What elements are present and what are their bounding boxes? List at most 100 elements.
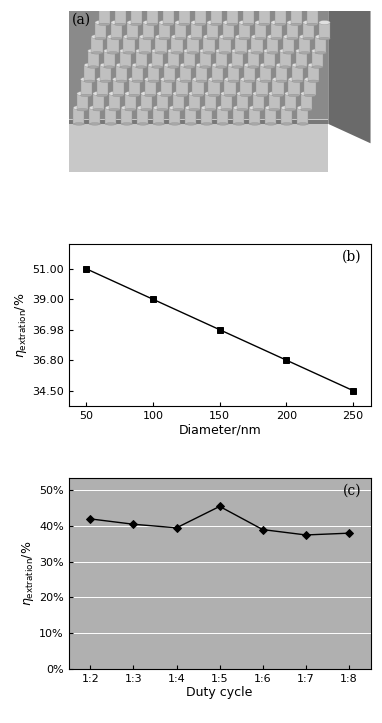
Ellipse shape (210, 7, 222, 10)
Ellipse shape (212, 80, 223, 82)
Ellipse shape (249, 123, 261, 125)
Bar (212, 65, 223, 81)
Ellipse shape (299, 35, 311, 39)
Ellipse shape (205, 91, 216, 95)
Ellipse shape (179, 7, 190, 10)
Ellipse shape (276, 63, 287, 67)
Ellipse shape (115, 23, 126, 26)
Bar (292, 65, 303, 81)
Ellipse shape (109, 91, 120, 95)
Bar (193, 80, 204, 95)
Ellipse shape (148, 80, 159, 82)
Ellipse shape (248, 66, 259, 68)
Ellipse shape (265, 106, 277, 110)
Ellipse shape (225, 94, 236, 97)
Ellipse shape (264, 66, 275, 68)
Bar (296, 51, 307, 67)
Ellipse shape (241, 77, 252, 82)
Ellipse shape (259, 7, 270, 10)
Ellipse shape (203, 51, 215, 54)
Ellipse shape (128, 77, 140, 82)
Bar (131, 8, 142, 25)
Bar (169, 108, 180, 124)
Ellipse shape (312, 49, 323, 53)
Ellipse shape (164, 80, 175, 82)
Bar (153, 108, 164, 124)
Ellipse shape (111, 20, 122, 25)
Ellipse shape (200, 49, 211, 53)
Ellipse shape (275, 23, 286, 26)
Ellipse shape (209, 94, 220, 97)
Ellipse shape (179, 23, 190, 26)
Ellipse shape (105, 123, 117, 125)
Bar (209, 80, 220, 95)
Ellipse shape (207, 20, 218, 25)
Ellipse shape (256, 77, 268, 82)
Ellipse shape (315, 35, 327, 39)
Ellipse shape (159, 20, 170, 25)
Bar (248, 51, 259, 67)
Ellipse shape (137, 106, 149, 110)
Ellipse shape (160, 77, 172, 82)
Bar (116, 65, 127, 81)
Ellipse shape (315, 51, 327, 54)
Text: (c): (c) (343, 484, 361, 497)
Ellipse shape (123, 51, 134, 54)
Ellipse shape (307, 23, 318, 26)
Ellipse shape (191, 20, 202, 25)
Ellipse shape (164, 63, 175, 67)
Bar (319, 22, 330, 38)
Ellipse shape (73, 106, 84, 110)
Ellipse shape (84, 80, 96, 82)
Ellipse shape (144, 77, 156, 82)
Ellipse shape (175, 38, 186, 40)
Bar (97, 80, 108, 95)
Bar (194, 8, 206, 25)
Ellipse shape (173, 91, 184, 95)
Ellipse shape (283, 51, 295, 54)
Ellipse shape (81, 94, 92, 97)
Ellipse shape (104, 49, 115, 53)
Bar (241, 80, 252, 95)
Ellipse shape (93, 108, 104, 111)
Ellipse shape (301, 91, 312, 95)
Ellipse shape (139, 51, 151, 54)
Ellipse shape (99, 7, 110, 10)
Ellipse shape (155, 51, 167, 54)
Ellipse shape (303, 38, 314, 40)
Ellipse shape (260, 63, 271, 67)
Bar (243, 8, 254, 25)
Ellipse shape (221, 108, 232, 111)
Bar (287, 22, 298, 38)
Ellipse shape (141, 91, 152, 95)
Bar (272, 80, 283, 95)
Ellipse shape (217, 106, 228, 110)
Ellipse shape (155, 35, 167, 39)
Ellipse shape (312, 66, 323, 68)
Bar (271, 22, 282, 38)
Ellipse shape (152, 66, 163, 68)
Ellipse shape (265, 123, 277, 125)
Ellipse shape (147, 23, 158, 26)
Ellipse shape (225, 77, 236, 82)
Ellipse shape (187, 35, 199, 39)
Ellipse shape (292, 80, 303, 82)
Bar (157, 93, 168, 110)
Bar (137, 108, 149, 124)
Ellipse shape (244, 80, 255, 82)
Ellipse shape (232, 66, 243, 68)
Ellipse shape (237, 91, 248, 95)
Ellipse shape (227, 7, 238, 10)
Ellipse shape (255, 20, 266, 25)
Bar (283, 37, 295, 53)
Ellipse shape (160, 94, 172, 97)
Ellipse shape (267, 35, 278, 39)
Ellipse shape (175, 20, 186, 25)
Bar (125, 93, 136, 110)
Ellipse shape (153, 123, 164, 125)
Bar (200, 51, 211, 67)
Ellipse shape (191, 38, 202, 40)
Bar (168, 51, 179, 67)
Bar (281, 108, 292, 124)
Ellipse shape (281, 123, 292, 125)
